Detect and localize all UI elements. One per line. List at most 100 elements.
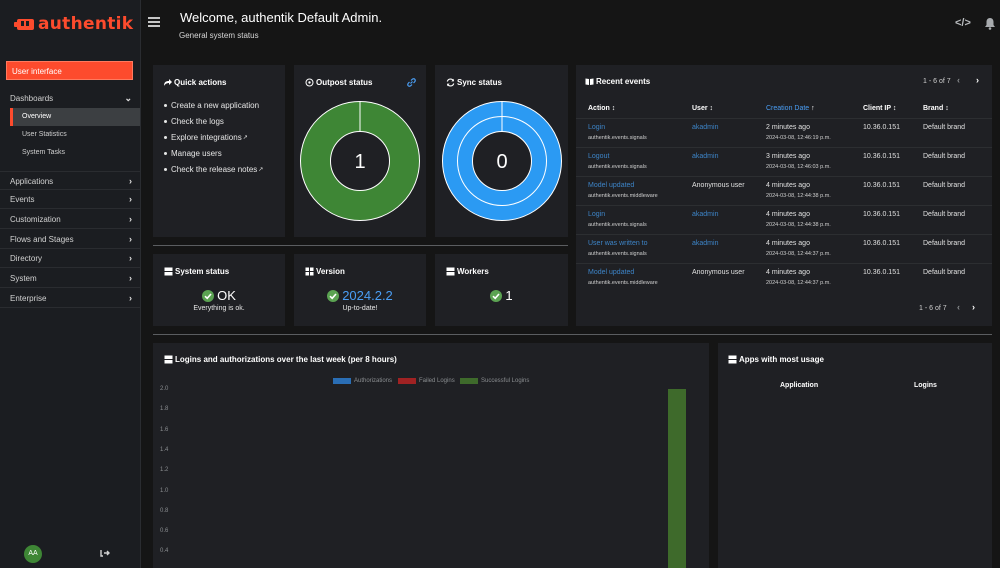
recent-events-title: Recent events	[596, 77, 651, 86]
nav-group-events[interactable]: Events ›	[0, 190, 140, 209]
column-header-action[interactable]: Action ↕	[588, 105, 615, 112]
nav-group-dashboards[interactable]: Dashboards ⌄	[0, 89, 140, 108]
card-title: Logins and authorizations over the last …	[164, 355, 397, 364]
quick-action-check-logs[interactable]: Check the logs	[163, 113, 263, 129]
table-row[interactable]: Logout authentik.events.signals akadmin 3 m…	[576, 147, 992, 176]
user-interface-button[interactable]: User interface	[6, 61, 133, 80]
legend-item[interactable]: Successful Logins	[460, 378, 529, 384]
legend-swatch	[460, 378, 478, 384]
avatar[interactable]: AA	[24, 545, 42, 563]
sort-icon: ↕	[945, 105, 949, 112]
event-brand: Default brand	[923, 182, 966, 189]
version-icon	[305, 267, 314, 276]
event-user[interactable]: akadmin	[692, 124, 719, 131]
quick-action-create-application[interactable]: Create a new application	[163, 97, 263, 113]
column-header-user[interactable]: User ↕	[692, 105, 713, 112]
nav-group-label: Events	[10, 195, 35, 204]
authentik-logo-icon	[14, 16, 36, 32]
column-header-application[interactable]: Application	[780, 382, 819, 389]
nav-group-applications[interactable]: Applications ›	[0, 171, 140, 190]
nav-group-enterprise[interactable]: Enterprise ›	[0, 289, 140, 308]
y-axis-tick-label: 1.8	[160, 406, 169, 413]
table-row[interactable]: User was written to authentik.events.sign…	[576, 234, 992, 263]
table-row[interactable]: Login authentik.events.signals akadmin 2 mi…	[576, 118, 992, 147]
nav-group-directory[interactable]: Directory ›	[0, 249, 140, 268]
event-user[interactable]: akadmin	[692, 153, 719, 160]
nav-group-flows-and-stages[interactable]: Flows and Stages ›	[0, 230, 140, 249]
event-user[interactable]: akadmin	[692, 240, 719, 247]
prev-page-icon[interactable]: ‹	[957, 302, 960, 312]
column-label: Creation Date	[766, 105, 810, 112]
next-page-icon[interactable]: ›	[972, 302, 975, 312]
event-user[interactable]: akadmin	[692, 211, 719, 218]
chevron-right-icon: ›	[129, 176, 132, 186]
event-action-link[interactable]: Login	[588, 124, 606, 131]
event-action-link[interactable]: User was written to	[588, 240, 648, 247]
table-row[interactable]: Model updated authentik.events.middleware…	[576, 263, 992, 292]
nav-item-system-tasks[interactable]: System Tasks	[22, 149, 66, 156]
quick-action-label: Create a new application	[171, 100, 260, 110]
system-status-title: System status	[175, 267, 230, 276]
y-axis-tick-label: 1.2	[160, 467, 169, 474]
nav-item-user-statistics[interactable]: User Statistics	[22, 131, 67, 138]
event-created-timestamp: 2024-03-08, 12:44:37 p.m.	[766, 251, 831, 257]
y-axis-tick-label: 1.6	[160, 426, 169, 433]
quick-action-release-notes[interactable]: Check the release notes ↗	[163, 161, 263, 177]
card-title: Apps with most usage	[728, 355, 824, 364]
event-app-label: authentik.events.signals	[588, 164, 647, 170]
sync-status-title: Sync status	[457, 78, 502, 87]
version-link[interactable]: 2024.2.2	[342, 288, 393, 303]
nav-group-system[interactable]: System ›	[0, 269, 140, 288]
table-row[interactable]: Model updated authentik.events.middleware…	[576, 176, 992, 205]
table-row[interactable]: Login authentik.events.signals akadmin 4 mi…	[576, 205, 992, 234]
column-header-creation-date[interactable]: Creation Date ↑	[766, 105, 815, 112]
version-value: 2024.2.2	[294, 288, 426, 303]
nav-group-customization[interactable]: Customization ›	[0, 210, 140, 229]
next-page-icon[interactable]: ›	[976, 75, 979, 85]
authentik-logo[interactable]: authentik	[14, 14, 133, 34]
chevron-right-icon: ›	[129, 214, 132, 224]
system-status-card: System status OK Everything is ok.	[153, 254, 285, 326]
y-axis-tick-label: 2.0	[160, 386, 169, 392]
bell-icon[interactable]	[984, 17, 996, 30]
event-action-link[interactable]: Logout	[588, 153, 610, 160]
event-brand: Default brand	[923, 211, 966, 218]
version-card: Version 2024.2.2 Up-to-date!	[294, 254, 426, 326]
legend-item[interactable]: Failed Logins	[398, 378, 455, 384]
check-circle-icon	[327, 289, 340, 302]
event-created: 3 minutes ago	[766, 153, 810, 160]
event-app-label: authentik.events.middleware	[588, 193, 658, 199]
event-client-ip: 10.36.0.151	[863, 211, 900, 218]
nav-group-label: Flows and Stages	[10, 235, 74, 244]
server-icon	[164, 355, 173, 364]
quick-action-manage-users[interactable]: Manage users	[163, 145, 263, 161]
prev-page-icon[interactable]: ‹	[957, 75, 960, 85]
column-header-brand[interactable]: Brand ↕	[923, 105, 949, 112]
legend-item[interactable]: Authorizations	[333, 378, 392, 384]
sort-icon: ↕	[709, 105, 714, 112]
card-title: System status	[164, 267, 229, 276]
event-created-timestamp: 2024-03-08, 12:44:37 p.m.	[766, 280, 831, 286]
chevron-right-icon: ›	[129, 253, 132, 263]
event-brand: Default brand	[923, 269, 966, 276]
event-action-link[interactable]: Model updated	[588, 182, 635, 189]
event-action-link[interactable]: Model updated	[588, 269, 635, 276]
event-created-timestamp: 2024-03-08, 12:44:38 p.m.	[766, 222, 831, 228]
sync-donut-chart: 0	[442, 101, 562, 221]
event-app-label: authentik.events.signals	[588, 251, 647, 257]
link-icon[interactable]	[407, 78, 416, 87]
hamburger-menu-icon[interactable]	[148, 17, 160, 29]
nav-item-overview[interactable]: Overview	[10, 108, 140, 126]
logout-icon[interactable]	[100, 547, 110, 559]
chevron-right-icon: ›	[129, 234, 132, 244]
event-action-link[interactable]: Login	[588, 211, 606, 218]
quick-action-explore-integrations[interactable]: Explore integrations ↗	[163, 129, 263, 145]
column-header-logins[interactable]: Logins	[914, 382, 937, 389]
legend-label: Successful Logins	[481, 378, 530, 384]
chart-bar-successful-logins[interactable]	[668, 389, 686, 568]
api-browser-icon[interactable]: </>	[955, 17, 971, 29]
workers-card: Workers 1	[435, 254, 568, 326]
column-header-client-ip[interactable]: Client IP ↕	[863, 105, 896, 112]
chevron-right-icon: ›	[129, 273, 132, 283]
nav-group-label: Applications	[10, 177, 54, 186]
